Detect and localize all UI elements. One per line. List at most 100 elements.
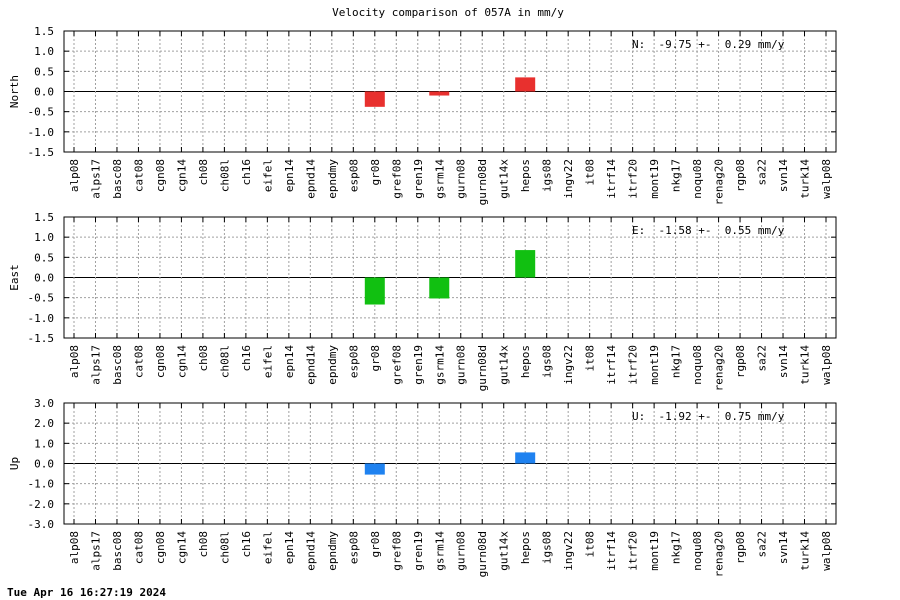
x-tick-label: ch16 [240, 345, 253, 372]
y-tick-label: -1.5 [28, 146, 55, 159]
x-tick-label: hepos [519, 345, 532, 378]
x-tick-label: noqu08 [691, 345, 704, 385]
x-tick-label: hepos [519, 159, 532, 192]
y-axis-label: East [8, 264, 21, 291]
bar-gr08 [364, 91, 385, 107]
y-tick-label: -0.5 [28, 106, 55, 119]
bar-hepos [515, 250, 536, 278]
y-tick-label: 0.0 [34, 272, 54, 285]
x-tick-label: itrf14 [605, 159, 618, 199]
chart-title: Velocity comparison of 057A in mm/y [332, 6, 564, 19]
x-tick-label: itrf20 [627, 345, 640, 385]
x-tick-label: ch08l [218, 159, 231, 192]
x-tick-label: cgn14 [175, 159, 188, 192]
x-tick-label: igs08 [541, 159, 554, 192]
bar-gsrm14 [429, 91, 450, 96]
x-tick-label: it08 [584, 159, 597, 186]
x-tick-label: renag20 [713, 345, 726, 391]
x-tick-label: gurn08 [455, 345, 468, 385]
x-tick-label: cgn08 [154, 159, 167, 192]
x-tick-label: gurn08d [476, 159, 489, 205]
y-tick-label: -1.0 [28, 478, 55, 491]
x-tick-label: gsrm14 [433, 345, 446, 385]
x-tick-label: walp08 [820, 531, 833, 571]
y-axis-label: Up [8, 457, 21, 470]
x-tick-label: igs08 [541, 531, 554, 564]
x-tick-label: itrf20 [627, 531, 640, 571]
x-tick-label: gut14x [498, 159, 511, 199]
x-tick-label: gren19 [412, 345, 425, 385]
x-tick-label: gref08 [390, 345, 403, 385]
x-tick-label: ch16 [240, 159, 253, 186]
x-tick-label: epndmy [326, 159, 339, 199]
y-tick-label: -1.5 [28, 332, 55, 345]
bar-gr08 [364, 463, 385, 475]
x-tick-label: cgn14 [175, 345, 188, 378]
y-tick-label: -0.5 [28, 292, 55, 305]
x-tick-label: epn14 [283, 345, 296, 378]
x-tick-label: mont19 [648, 345, 661, 385]
x-tick-label: eifel [261, 159, 274, 192]
x-tick-label: ch08 [197, 159, 210, 186]
x-tick-label: rgp08 [734, 345, 747, 378]
x-tick-label: esp08 [347, 345, 360, 378]
x-tick-label: ch08 [197, 345, 210, 372]
x-tick-label: alp08 [68, 345, 81, 378]
velocity-annotation: U: -1.92 +- 0.75 mm/y [632, 410, 785, 423]
x-tick-label: gut14x [498, 345, 511, 385]
bar-gsrm14 [429, 277, 450, 299]
x-tick-label: gr08 [369, 531, 382, 558]
x-tick-label: hepos [519, 531, 532, 564]
x-tick-label: turk14 [799, 531, 812, 571]
x-tick-label: gurn08 [455, 531, 468, 571]
y-tick-label: 3.0 [34, 397, 54, 410]
x-tick-label: svn14 [777, 345, 790, 378]
x-tick-label: cat08 [132, 345, 145, 378]
x-tick-label: eifel [261, 531, 274, 564]
y-tick-label: 1.0 [34, 231, 54, 244]
x-tick-label: basc08 [111, 345, 124, 385]
x-tick-label: basc08 [111, 531, 124, 571]
x-tick-label: turk14 [799, 159, 812, 199]
x-tick-label: it08 [584, 345, 597, 372]
y-axis-label: North [8, 75, 21, 108]
x-tick-label: gurn08 [455, 159, 468, 199]
timestamp-footer: Tue Apr 16 16:27:19 2024 [7, 586, 166, 599]
x-tick-label: sa22 [756, 159, 769, 186]
x-tick-label: cgn08 [154, 345, 167, 378]
x-tick-label: alps17 [89, 345, 102, 385]
x-tick-label: itrf14 [605, 345, 618, 385]
y-tick-label: 0.5 [34, 251, 54, 264]
x-tick-label: epnd14 [304, 345, 317, 385]
x-tick-label: turk14 [799, 345, 812, 385]
x-tick-label: gref08 [390, 159, 403, 199]
x-tick-label: gren19 [412, 531, 425, 571]
x-tick-label: alp08 [68, 531, 81, 564]
velocity-annotation: N: -9.75 +- 0.29 mm/y [632, 38, 785, 51]
x-tick-label: gr08 [369, 345, 382, 372]
x-tick-label: gurn08d [476, 345, 489, 391]
x-tick-label: nkg17 [670, 159, 683, 192]
bar-hepos [515, 77, 536, 92]
x-tick-label: sa22 [756, 345, 769, 372]
y-tick-label: -3.0 [28, 518, 55, 531]
x-tick-label: gsrm14 [433, 531, 446, 571]
x-tick-label: renag20 [713, 531, 726, 577]
x-tick-label: walp08 [820, 159, 833, 199]
x-tick-label: cgn14 [175, 531, 188, 564]
x-tick-label: esp08 [347, 531, 360, 564]
x-tick-label: mont19 [648, 531, 661, 571]
x-tick-label: epn14 [283, 531, 296, 564]
x-tick-label: renag20 [713, 159, 726, 205]
x-tick-label: sa22 [756, 531, 769, 558]
x-tick-label: ch08l [218, 345, 231, 378]
x-tick-label: svn14 [777, 159, 790, 192]
velocity-annotation: E: -1.58 +- 0.55 mm/y [632, 224, 785, 237]
x-tick-label: basc08 [111, 159, 124, 199]
x-tick-label: cat08 [132, 531, 145, 564]
x-tick-label: ch08l [218, 531, 231, 564]
x-tick-label: epndmy [326, 345, 339, 385]
y-tick-label: 1.5 [34, 211, 54, 224]
x-tick-label: cgn08 [154, 531, 167, 564]
